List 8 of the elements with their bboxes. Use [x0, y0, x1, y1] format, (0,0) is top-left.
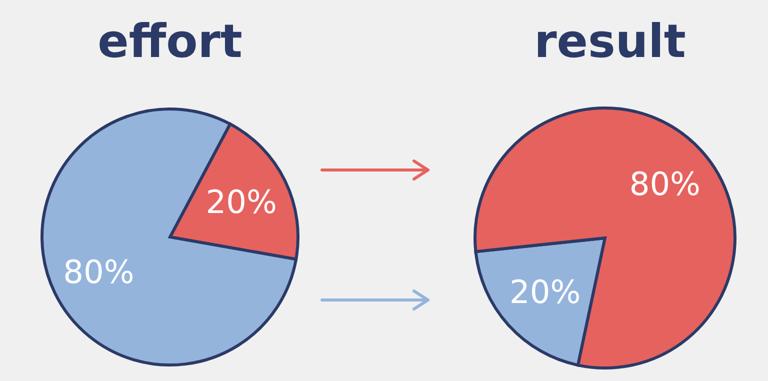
- data-label: 20%: [206, 183, 277, 222]
- chart-title: effort: [96, 14, 244, 68]
- data-label: 20%: [510, 272, 581, 311]
- pie-slice: [40, 108, 298, 366]
- data-label: 80%: [63, 252, 134, 291]
- data-label: 80%: [629, 165, 700, 204]
- pie-slice: [474, 106, 736, 370]
- chart-title: result: [533, 14, 687, 68]
